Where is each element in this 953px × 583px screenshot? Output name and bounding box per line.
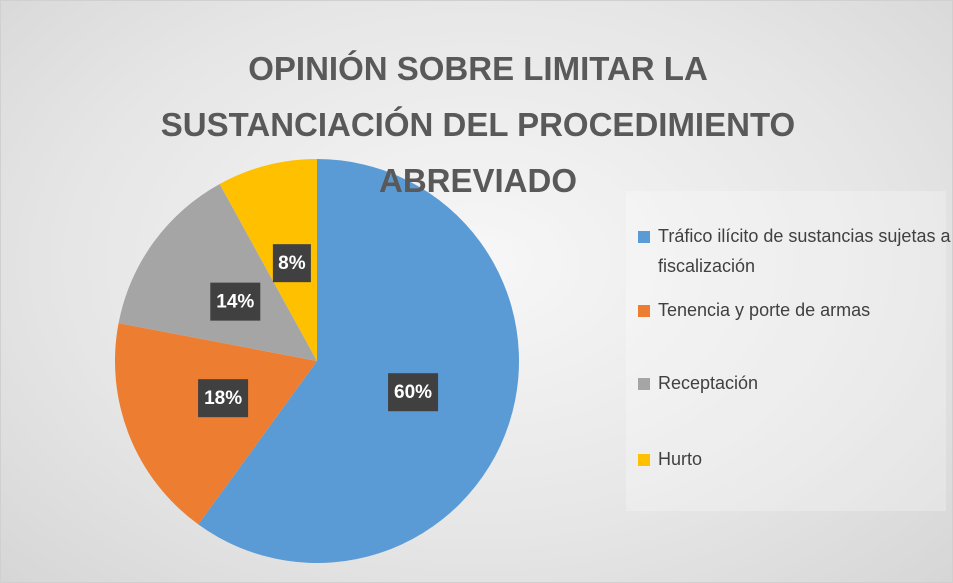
legend-item: Tenencia y porte de armas <box>638 295 952 325</box>
pie-slice <box>198 159 519 563</box>
data-label-box <box>198 379 249 418</box>
chart-title: OPINIÓN SOBRE LIMITAR LA SUSTANCIACIÓN D… <box>160 50 796 199</box>
pie-slice <box>114 323 318 525</box>
legend-label: Tráfico ilícito de sustancias sujetas a … <box>658 226 951 276</box>
legend-swatch <box>638 378 650 390</box>
legend-item: Receptación <box>638 368 952 398</box>
data-label-box <box>388 373 439 412</box>
data-label: 14% <box>216 292 254 313</box>
legend-swatch <box>638 454 650 466</box>
data-label: 18% <box>204 388 242 409</box>
data-label: 60% <box>394 382 432 403</box>
legend-item: Hurto <box>638 444 952 474</box>
pie-slice <box>118 183 317 361</box>
data-label: 8% <box>278 253 306 274</box>
legend-swatch <box>638 305 650 317</box>
data-label-box <box>272 244 311 283</box>
data-label-box <box>210 282 261 321</box>
pie-slice <box>219 159 317 361</box>
legend: Tráfico ilícito de sustancias sujetas a … <box>626 191 950 511</box>
legend-item: Tráfico ilícito de sustancias sujetas a … <box>638 221 952 281</box>
legend-label: Receptación <box>658 373 759 393</box>
legend-label: Tenencia y porte de armas <box>658 300 871 320</box>
legend-swatch <box>638 231 650 243</box>
legend-label: Hurto <box>658 449 703 469</box>
